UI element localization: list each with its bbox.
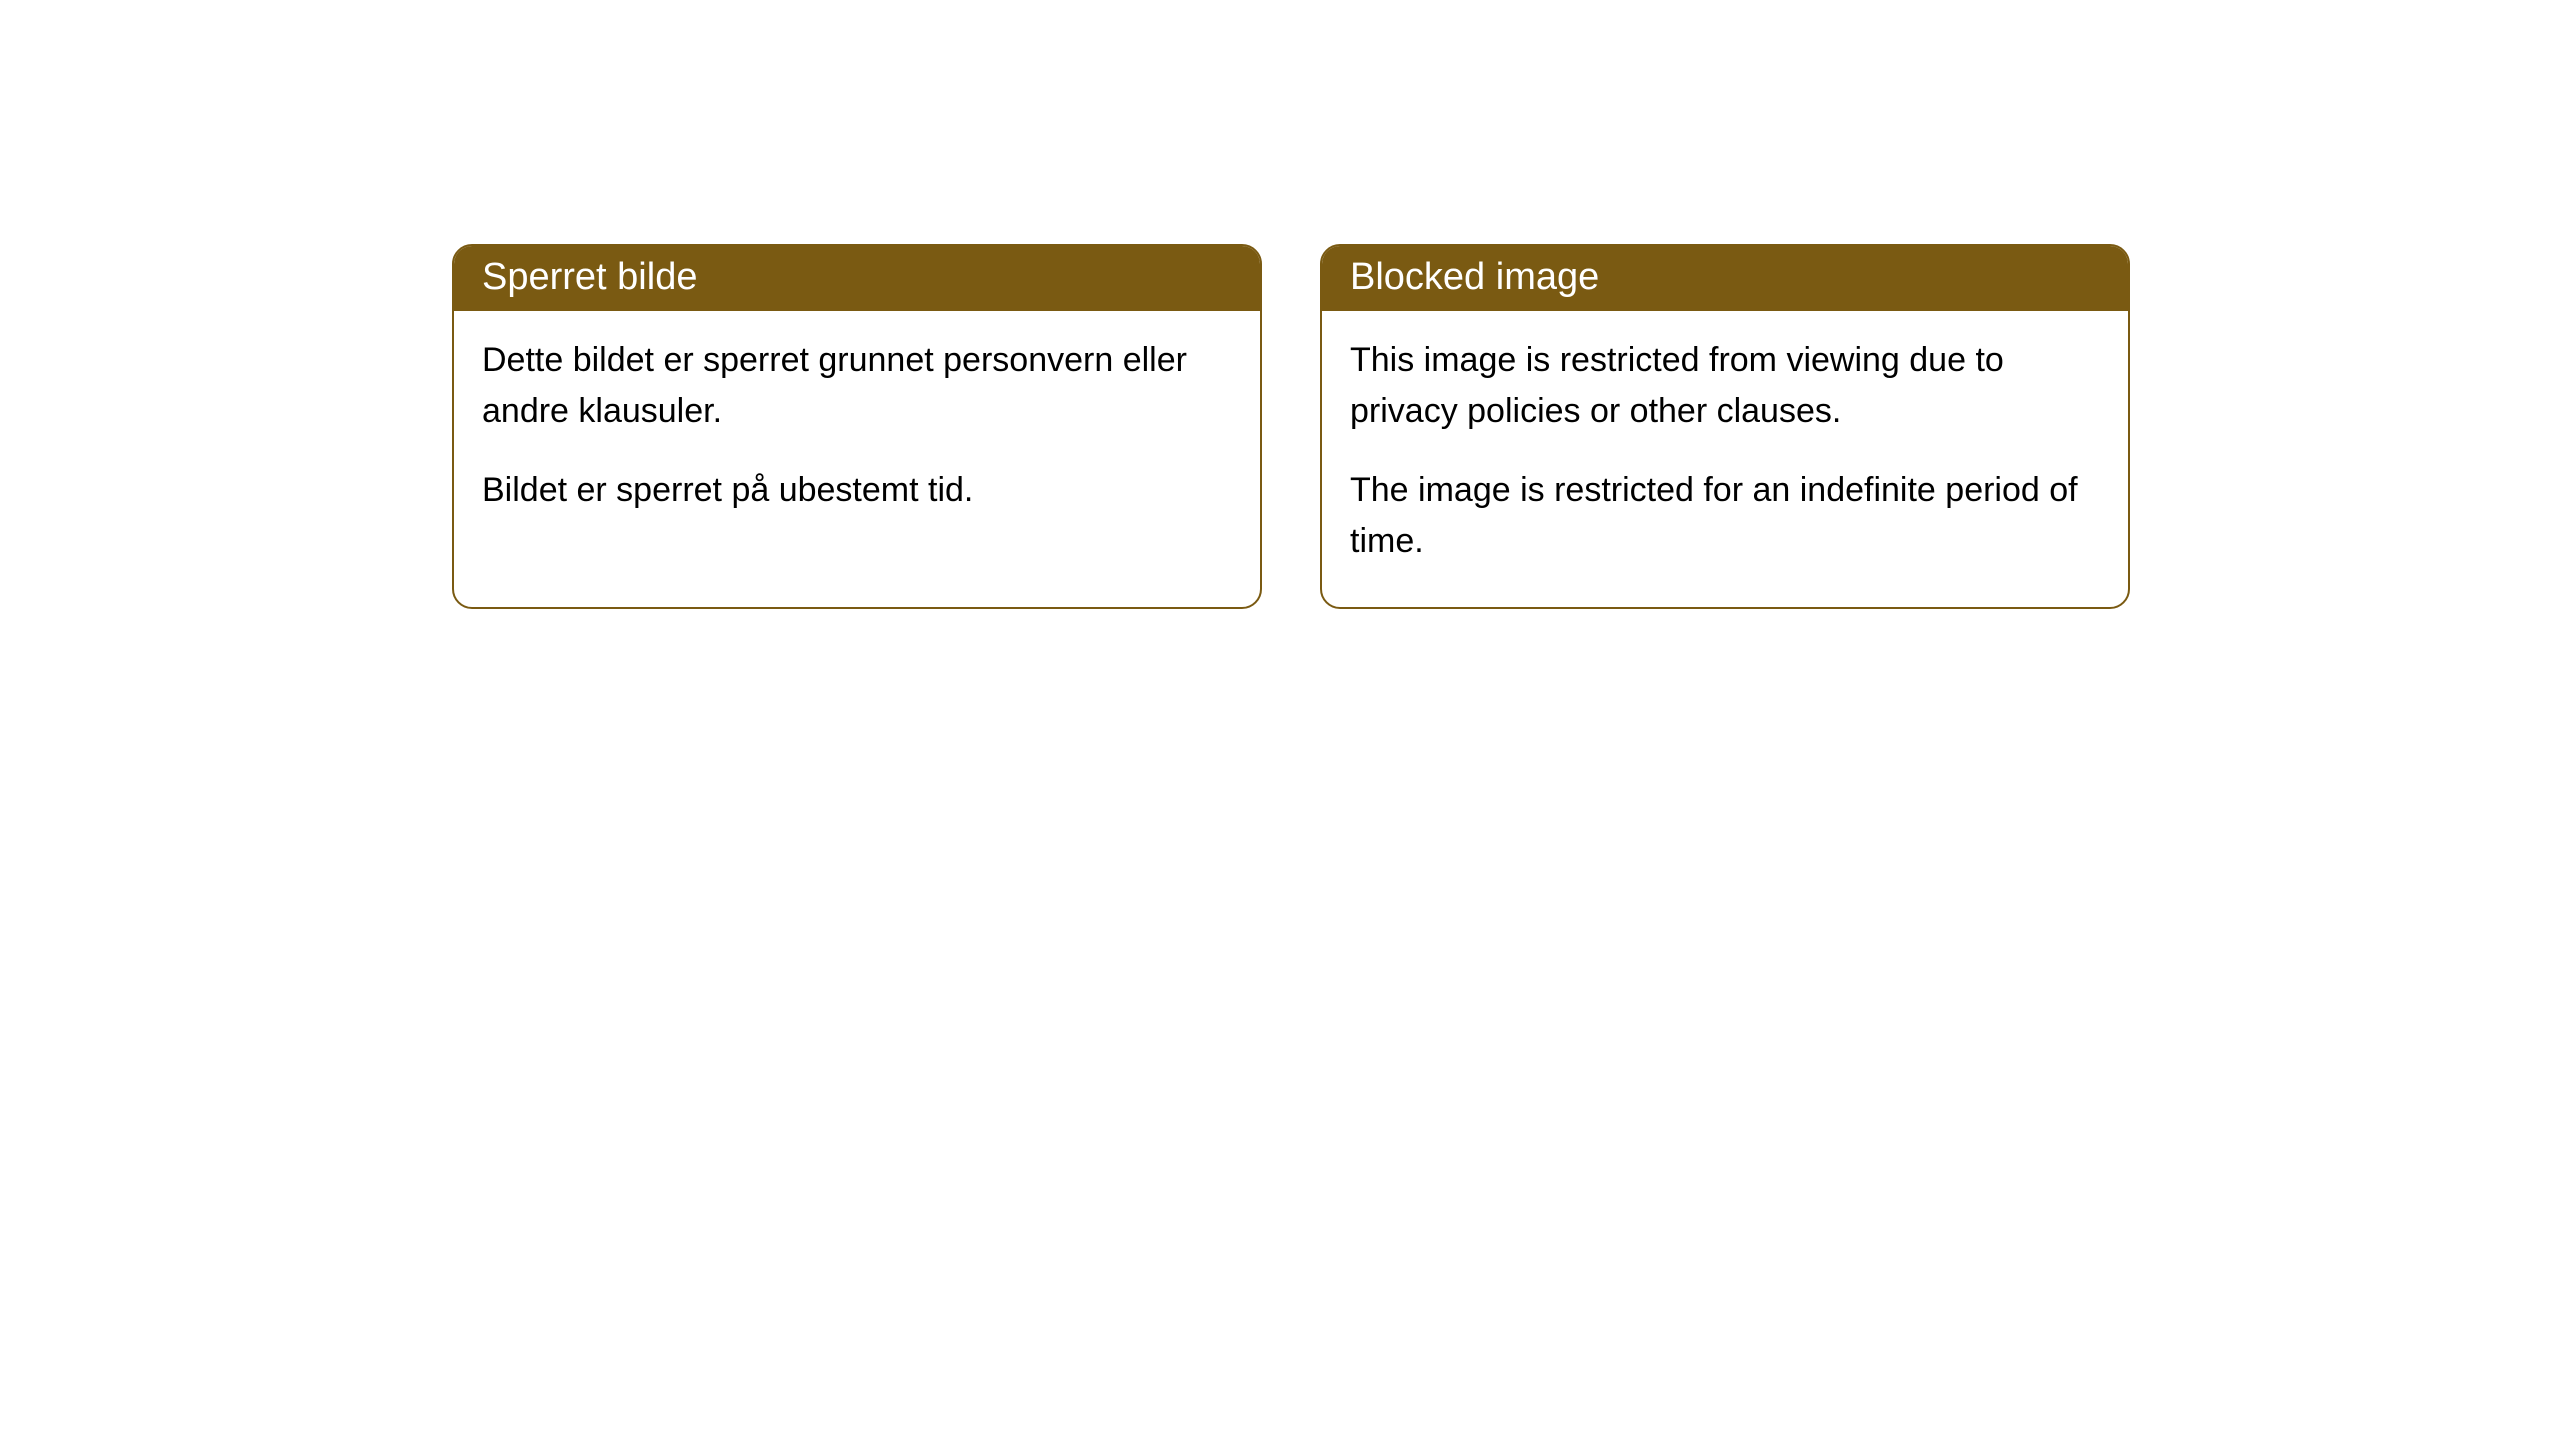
card-text-norwegian-2: Bildet er sperret på ubestemt tid.	[482, 465, 1232, 516]
card-text-norwegian-1: Dette bildet er sperret grunnet personve…	[482, 335, 1232, 437]
card-text-english-2: The image is restricted for an indefinit…	[1350, 465, 2100, 567]
card-body-english: This image is restricted from viewing du…	[1322, 311, 2128, 607]
card-english: Blocked image This image is restricted f…	[1320, 244, 2130, 609]
cards-container: Sperret bilde Dette bildet er sperret gr…	[452, 244, 2560, 609]
card-header-norwegian: Sperret bilde	[454, 246, 1260, 311]
card-norwegian: Sperret bilde Dette bildet er sperret gr…	[452, 244, 1262, 609]
card-body-norwegian: Dette bildet er sperret grunnet personve…	[454, 311, 1260, 556]
card-header-english: Blocked image	[1322, 246, 2128, 311]
card-text-english-1: This image is restricted from viewing du…	[1350, 335, 2100, 437]
